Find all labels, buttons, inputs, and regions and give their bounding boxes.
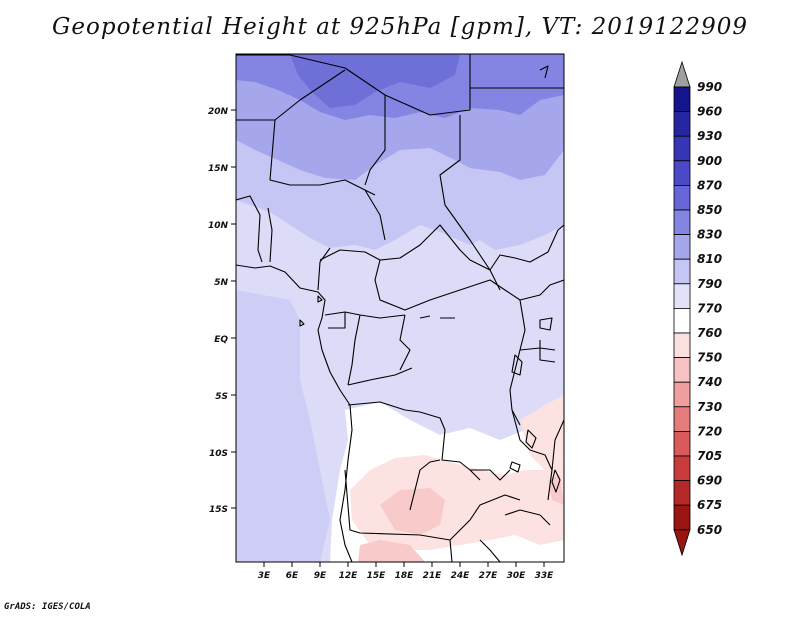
swatch-850	[673, 184, 691, 211]
lon-label-24e: 24E	[451, 571, 471, 581]
lon-label-30e: 30E	[507, 571, 527, 581]
lat-label-15s: 15S	[209, 505, 228, 515]
cb-label-750: 750	[697, 351, 722, 365]
swatch-870	[673, 160, 691, 186]
lon-label-33e: 33E	[535, 571, 555, 581]
cb-label-900: 900	[697, 154, 722, 168]
swatch-830	[673, 209, 691, 236]
swatch-675	[673, 480, 691, 506]
cb-label-675: 675	[697, 498, 722, 512]
swatch-740	[673, 357, 691, 383]
cb-label-720: 720	[697, 424, 722, 438]
cb-label-790: 790	[697, 277, 722, 291]
lat-label-20n: 20N	[208, 107, 229, 117]
cb-label-830: 830	[697, 228, 722, 242]
lon-label-3e: 3E	[258, 571, 271, 581]
cb-label-730: 730	[697, 400, 722, 414]
latitude-labels: 20N 15N 10N 5N EQ 5S 10S 15S	[208, 107, 229, 515]
cb-label-740: 740	[697, 375, 722, 389]
lon-label-18e: 18E	[395, 571, 415, 581]
swatch-720	[673, 406, 691, 432]
cb-label-990: 990	[697, 80, 722, 94]
swatch-690	[673, 455, 691, 482]
lat-label-5n: 5N	[214, 278, 228, 288]
cb-label-810: 810	[697, 252, 722, 266]
swatch-790	[673, 258, 691, 285]
colorbar	[673, 60, 691, 557]
boundaries	[236, 54, 564, 562]
cb-label-760: 760	[697, 326, 722, 340]
lat-label-10n: 10N	[208, 221, 229, 231]
cb-label-770: 770	[697, 301, 722, 315]
lat-label-5s: 5S	[215, 392, 228, 402]
cb-label-705: 705	[697, 449, 722, 463]
lon-label-6e: 6E	[286, 571, 299, 581]
lon-label-21e: 21E	[423, 571, 443, 581]
swatch-650	[673, 504, 691, 531]
swatch-960	[673, 86, 691, 113]
lon-label-12e: 12E	[339, 571, 359, 581]
lon-label-15e: 15E	[367, 571, 387, 581]
grads-credit: GrADS: IGES/COLA	[4, 602, 91, 612]
cb-label-650: 650	[697, 523, 722, 537]
lon-label-9e: 9E	[314, 571, 327, 581]
cb-label-930: 930	[697, 129, 722, 143]
cb-label-850: 850	[697, 203, 722, 217]
swatch-930	[673, 111, 691, 137]
lon-label-27e: 27E	[479, 571, 499, 581]
colorbar-top-arrow	[673, 60, 691, 88]
swatch-730	[673, 381, 691, 408]
map-title: Geopotential Height at 925hPa [gpm], VT:…	[52, 14, 748, 40]
swatch-760	[673, 307, 691, 334]
map-frame	[235, 53, 565, 563]
lat-label-15n: 15N	[208, 164, 229, 174]
colorbar-labels: 990 960 930 900 870 850 830 810 790 770 …	[697, 80, 722, 537]
colorbar-bottom-arrow	[673, 529, 691, 557]
swatch-705	[673, 430, 691, 457]
cb-label-690: 690	[697, 474, 722, 488]
swatch-810	[673, 234, 691, 260]
swatch-750	[673, 332, 691, 359]
longitude-labels: 3E 6E 9E 12E 15E 18E 21E 24E 27E 30E 33E	[258, 571, 554, 581]
cb-label-870: 870	[697, 178, 722, 192]
swatch-900	[673, 135, 691, 162]
lat-label-10s: 10S	[209, 449, 228, 459]
lat-label-eq: EQ	[214, 335, 228, 345]
swatch-770	[673, 283, 691, 309]
cb-label-960: 960	[697, 105, 722, 119]
longitude-axis	[263, 562, 545, 567]
latitude-axis	[231, 109, 236, 509]
